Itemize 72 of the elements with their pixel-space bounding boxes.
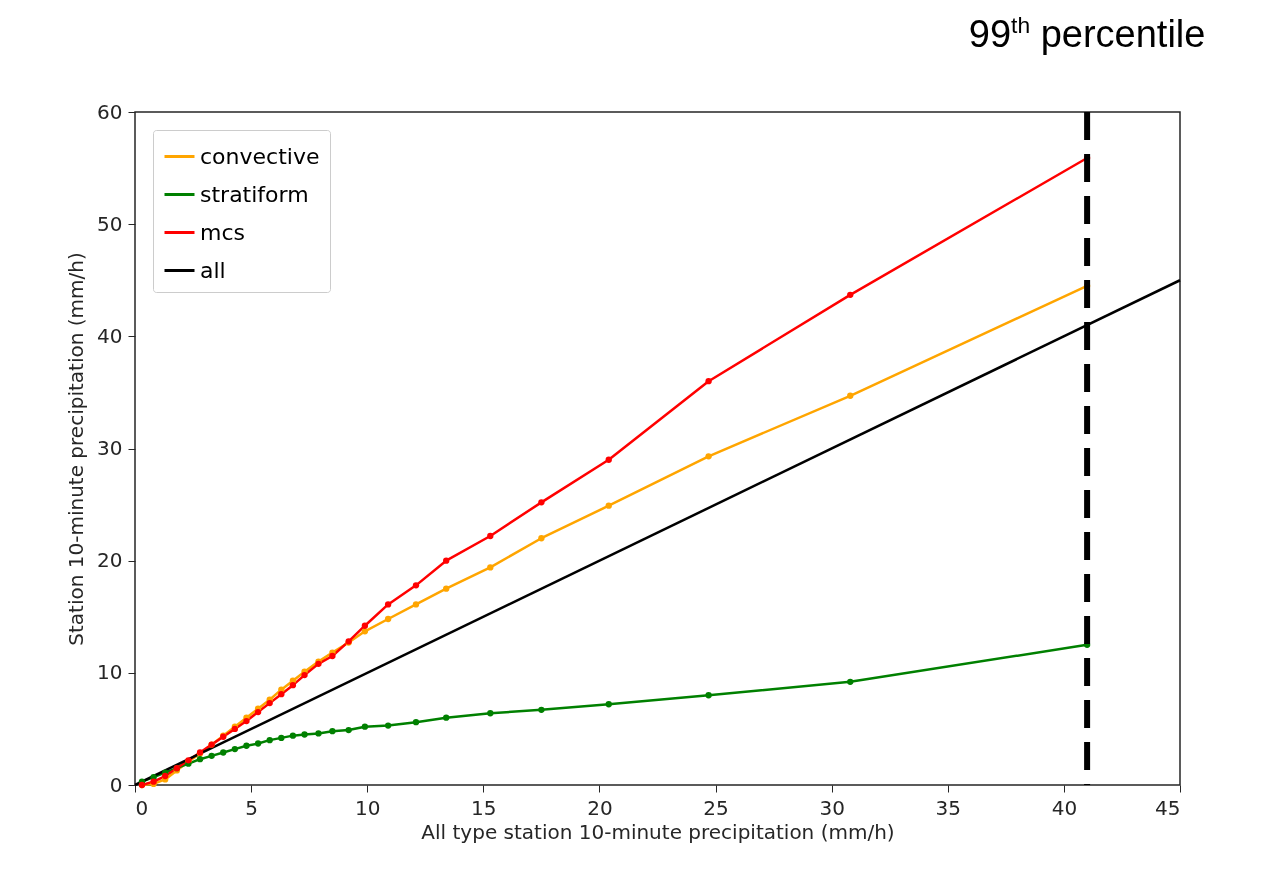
point: [384, 722, 392, 729]
x-tick-label: 5: [245, 795, 258, 820]
point: [220, 749, 227, 756]
point: [254, 740, 262, 747]
point: [605, 502, 612, 509]
point: [315, 730, 322, 737]
point: [384, 615, 392, 623]
point: [278, 690, 285, 698]
point: [605, 456, 612, 463]
legend-label: mcs: [200, 219, 245, 245]
y-tick-label: 30: [97, 436, 123, 460]
point: [538, 499, 545, 506]
x-tick-label: 35: [935, 795, 961, 820]
point: [266, 736, 273, 744]
point: [254, 708, 262, 716]
x-tick-label: 0: [135, 795, 149, 820]
x-tick-label: 45: [1155, 795, 1181, 820]
point: [705, 692, 712, 699]
y-tick-label: 60: [97, 99, 123, 124]
point: [243, 742, 250, 749]
point: [443, 714, 450, 721]
point: [847, 291, 854, 298]
point: [266, 699, 273, 707]
point: [361, 628, 369, 635]
point: [231, 745, 239, 753]
x-tick-label: 15: [471, 795, 497, 820]
point: [361, 622, 369, 629]
point: [847, 678, 854, 685]
x-tick-label: 30: [819, 795, 845, 820]
legend-label: all: [200, 257, 226, 283]
y-axis-title: Station 10-minute precipitation (mm/h): [64, 252, 89, 646]
y-tick-label: 0: [109, 772, 123, 797]
x-axis-title: All type station 10-minute precipitation (mm/h): [421, 819, 895, 844]
y-tick-label: 50: [97, 211, 123, 236]
point: [384, 601, 392, 608]
point: [705, 453, 712, 460]
point: [443, 585, 450, 592]
point: [301, 671, 308, 679]
point: [412, 601, 420, 608]
point: [538, 535, 545, 542]
point: [412, 582, 420, 589]
point: [301, 731, 308, 738]
point: [487, 564, 494, 571]
point: [278, 734, 285, 742]
point: [361, 723, 369, 730]
point: [196, 756, 204, 763]
point: [208, 752, 215, 759]
point: [243, 717, 250, 725]
point: [605, 701, 612, 708]
x-tick-label: 10: [355, 795, 381, 820]
point: [705, 378, 712, 385]
point: [289, 682, 297, 689]
y-tick-label: 40: [97, 323, 123, 348]
ref-line-label: 99$^{th}$ percentile: [968, 12, 1206, 56]
x-tick-label: 25: [703, 795, 729, 820]
point: [329, 728, 336, 735]
point: [412, 719, 420, 726]
point: [487, 710, 494, 717]
x-tick-label: 20: [587, 795, 613, 820]
point: [847, 392, 854, 399]
point: [538, 706, 545, 713]
legend-label: convective: [200, 143, 320, 169]
point: [329, 652, 336, 660]
point: [162, 772, 169, 780]
point: [443, 557, 450, 564]
point: [345, 726, 352, 734]
point: [487, 532, 494, 540]
y-tick-label: 10: [97, 660, 123, 685]
y-tick-label: 20: [97, 548, 123, 573]
legend-label: stratiform: [200, 181, 309, 207]
x-tick-label: 40: [1051, 795, 1078, 820]
point: [289, 732, 297, 739]
